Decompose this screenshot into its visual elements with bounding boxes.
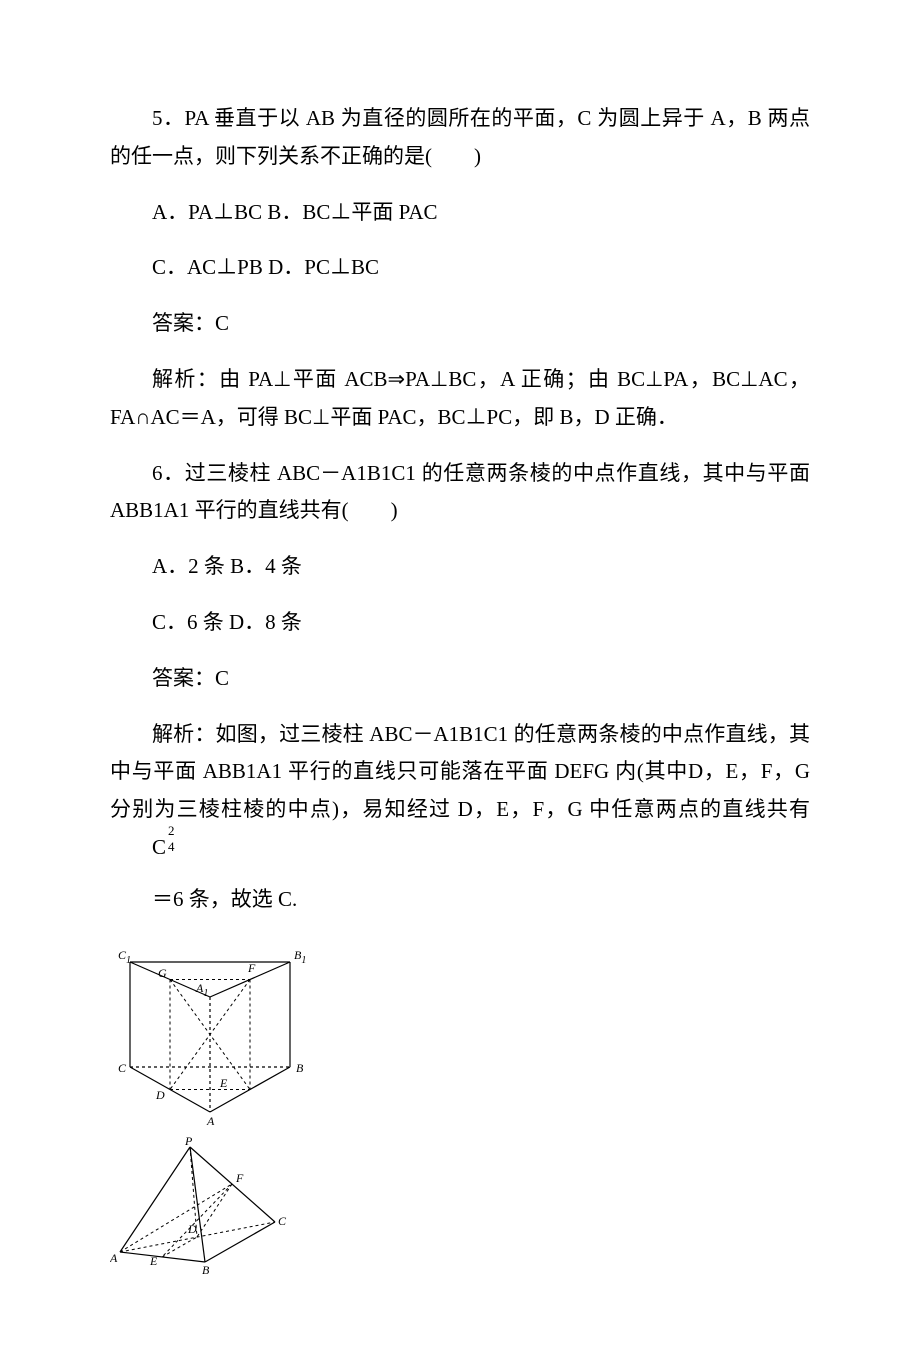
q5-answer: 答案：C	[110, 305, 810, 343]
q6-stem: 6．过三棱柱 ABC－A1B1C1 的任意两条棱的中点作直线，其中与平面 ABB…	[110, 455, 810, 531]
tetra-figure: P F A B C D E	[110, 1137, 810, 1277]
tetra-label-e: E	[149, 1254, 158, 1268]
q6-opt-a: A．2 条	[152, 554, 225, 578]
label-b: B	[296, 1061, 304, 1075]
q6-opt-b: B．4 条	[230, 554, 302, 578]
q5-stem: 5．PA 垂直于以 AB 为直径的圆所在的平面，C 为圆上异于 A，B 两点的任…	[110, 100, 810, 176]
tetra-label-f: F	[235, 1171, 244, 1185]
q5-opt-c: C．AC⊥PB	[152, 255, 263, 279]
q6-options-row2: C．6 条 D．8 条	[110, 604, 810, 642]
q6-options-row1: A．2 条 B．4 条	[110, 548, 810, 586]
label-a1: A1	[195, 981, 208, 999]
label-a: A	[206, 1114, 215, 1127]
label-d: D	[155, 1088, 165, 1102]
q6-explain-tail: ＝6 条，故选 C.	[110, 881, 810, 919]
label-e: E	[219, 1076, 228, 1090]
q6-answer: 答案：C	[110, 660, 810, 698]
q5-opt-b: B．BC⊥平面 PAC	[267, 200, 437, 224]
q5-options-row2: C．AC⊥PB D．PC⊥BC	[110, 249, 810, 287]
tetra-label-b: B	[202, 1263, 210, 1277]
label-f: F	[247, 961, 256, 975]
tetra-label-p: P	[184, 1137, 193, 1148]
label-c: C	[118, 1061, 127, 1075]
tetra-label-a: A	[110, 1251, 118, 1265]
combo-denominator: 4	[126, 835, 175, 858]
q5-explain: 解析：由 PA⊥平面 ACB⇒PA⊥BC，A 正确；由 BC⊥PA，BC⊥AC，…	[110, 361, 810, 437]
tetra-label-d: D	[187, 1222, 197, 1236]
prism-figure: C1 B1 A1 G F C B D E A	[110, 937, 810, 1127]
q6-explain-main: 解析：如图，过三棱柱 ABC－A1B1C1 的任意两条棱的中点作直线，其中与平面…	[110, 722, 810, 822]
label-b1: B1	[294, 948, 306, 966]
q5-opt-a: A．PA⊥BC	[152, 200, 262, 224]
q5-opt-d: D．PC⊥BC	[268, 255, 379, 279]
q5-options-row1: A．PA⊥BC B．BC⊥平面 PAC	[110, 194, 810, 232]
label-g: G	[158, 966, 167, 980]
q6-opt-c: C．6 条	[152, 610, 224, 634]
combination-symbol: C 2 4	[110, 829, 166, 867]
q6-explain: 解析：如图，过三棱柱 ABC－A1B1C1 的任意两条棱的中点作直线，其中与平面…	[110, 716, 810, 867]
tetra-label-c: C	[278, 1214, 287, 1228]
label-c1: C1	[118, 948, 131, 966]
q6-opt-d: D．8 条	[229, 610, 302, 634]
